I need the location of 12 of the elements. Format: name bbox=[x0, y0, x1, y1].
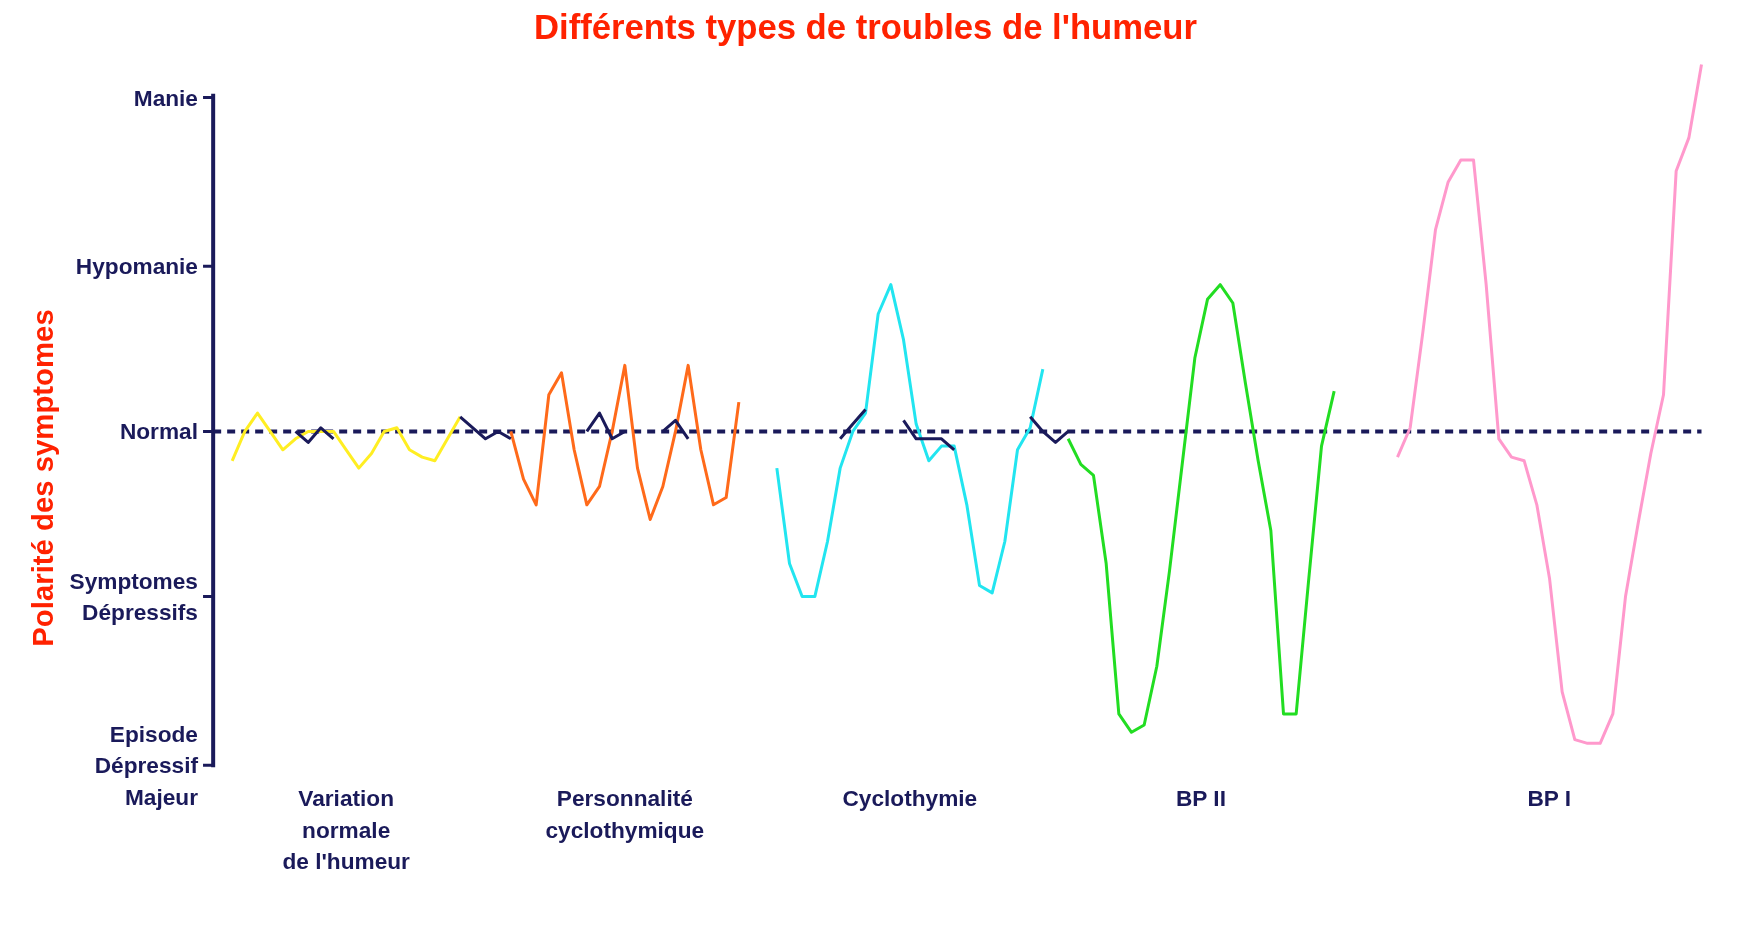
text: BP I bbox=[1527, 785, 1572, 812]
text: Variation normale de l'humeur bbox=[282, 785, 411, 874]
text: BP II bbox=[1175, 785, 1226, 812]
ref-line-label: Manie bbox=[133, 84, 198, 111]
ref-line-label: Normal bbox=[119, 418, 198, 445]
ref-line-label: Symptomes Dépressifs bbox=[69, 567, 198, 626]
text: Cyclothymie bbox=[842, 785, 978, 812]
text: Personnalité cyclothymique bbox=[545, 785, 705, 843]
ref-line-label: Episode Dépressif Majeur bbox=[94, 721, 199, 810]
text: Polarité des symptomes bbox=[25, 309, 59, 647]
ref-line-label: Hypomanie bbox=[75, 253, 198, 280]
chart-title: Différents types de troubles de l'humeur bbox=[534, 7, 1198, 46]
